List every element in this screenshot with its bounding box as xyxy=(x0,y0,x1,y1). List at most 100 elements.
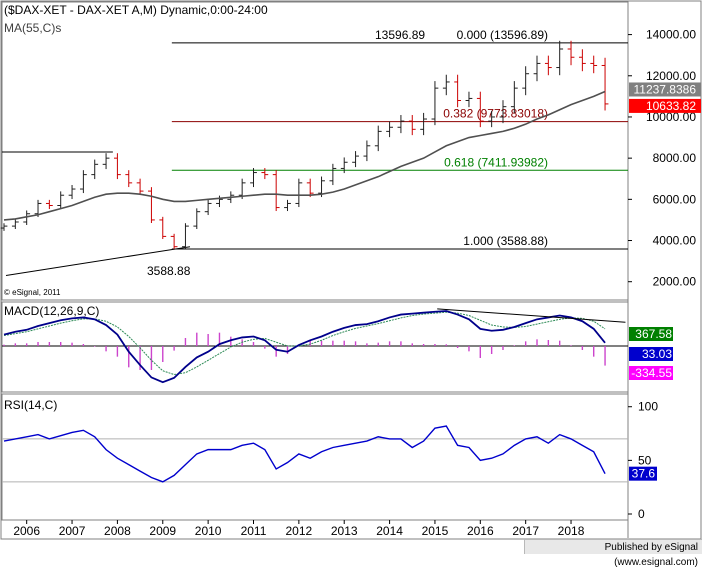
macd-high-label: 367.58 xyxy=(635,327,672,341)
price-ytick-label: 6000.00 xyxy=(653,192,697,206)
price-bar xyxy=(23,210,31,226)
publisher-footer: Published by eSignal (www.esignal.com) xyxy=(524,539,702,568)
macd-low-label-bg xyxy=(629,366,673,380)
price-bar xyxy=(272,170,280,212)
price-bar xyxy=(261,168,269,180)
chart-frame xyxy=(0,0,702,540)
x-tick-label: 2012 xyxy=(286,524,313,538)
x-tick-label: 2017 xyxy=(512,524,539,538)
price-bar xyxy=(136,178,144,196)
price-ytick-label: 8000.00 xyxy=(653,151,697,165)
price-bar xyxy=(68,185,76,200)
price-bar xyxy=(170,233,178,249)
price-bar xyxy=(442,74,450,96)
rsi-title: RSI(14,C) xyxy=(4,398,57,412)
price-bar xyxy=(578,49,586,72)
price-ytick-label: 14000.00 xyxy=(646,28,696,42)
x-tick-label: 2009 xyxy=(149,524,176,538)
price-bar xyxy=(454,74,462,108)
x-tick-label: 2015 xyxy=(422,524,449,538)
price-bar xyxy=(182,223,189,249)
rsi-panel xyxy=(1,393,629,521)
price-annotation: 13596.89 xyxy=(375,28,425,42)
price-bar xyxy=(340,157,348,174)
price-bar xyxy=(45,199,53,210)
price-bar xyxy=(125,170,133,188)
x-tick-label: 2018 xyxy=(558,524,585,538)
rsi-current-label-bg xyxy=(629,466,657,481)
price-bar xyxy=(510,81,518,114)
macd-high-label-bg xyxy=(629,327,673,341)
price-bar xyxy=(57,191,65,210)
fib-label: 0.000 (13596.89) xyxy=(457,28,548,42)
price-bar xyxy=(352,151,359,168)
price-bar xyxy=(522,66,530,96)
macd-line xyxy=(3,310,606,384)
macd-signal-line xyxy=(3,311,606,376)
x-tick-label: 2016 xyxy=(467,524,494,538)
fib-label: 0.618 (7411.93982) xyxy=(444,155,548,169)
x-tick-label: 2011 xyxy=(241,524,267,538)
price-bar xyxy=(601,57,609,111)
ma-current-label-bg xyxy=(629,82,701,97)
ma-label: MA(55,C)s xyxy=(4,21,61,35)
price-bar xyxy=(159,216,167,239)
x-tick-label: 2014 xyxy=(376,524,403,538)
price-ytick-label: 10000.00 xyxy=(646,110,696,124)
price-bar xyxy=(91,159,99,180)
x-tick-label: 2013 xyxy=(331,524,358,538)
price-ytick-label: 4000.00 xyxy=(653,234,697,248)
price-current-label: 10633.82 xyxy=(646,99,696,113)
macd-divergence-trendline xyxy=(437,308,626,323)
rsi-line xyxy=(3,425,606,483)
price-bar xyxy=(204,199,212,216)
price-bar xyxy=(79,170,87,194)
price-bar xyxy=(431,81,439,126)
price-bar xyxy=(544,55,552,76)
macd-current-label: 33.03 xyxy=(642,347,672,361)
price-bar xyxy=(250,168,257,188)
ma-line xyxy=(3,90,606,221)
price-bar xyxy=(284,199,291,212)
price-bar xyxy=(148,187,155,224)
fib-label: 0.382 (9773.83018) xyxy=(443,107,548,121)
rsi-ytick-label: 0 xyxy=(638,507,645,521)
copyright-text: © eSignal, 2011 xyxy=(4,288,61,297)
price-bar xyxy=(386,121,393,138)
rsi-current-label: 37.6 xyxy=(632,467,656,481)
support-trendline xyxy=(5,246,191,277)
price-bar xyxy=(374,125,382,152)
rsi-ytick-label: 100 xyxy=(638,400,658,414)
price-bar xyxy=(363,140,371,162)
fib-label: 1.000 (3588.88) xyxy=(463,234,548,248)
rsi-ytick-label: 50 xyxy=(638,453,652,467)
ma-current-label: 11237.8386 xyxy=(633,82,696,96)
price-bar xyxy=(193,208,201,230)
price-bar xyxy=(533,55,541,82)
price-bar xyxy=(476,91,484,128)
macd-title: MACD(12,26,9,C) xyxy=(4,304,99,318)
price-bar xyxy=(488,110,496,128)
price-panel xyxy=(1,1,629,301)
price-bar xyxy=(408,115,416,136)
price-bar xyxy=(420,112,428,136)
price-bar xyxy=(295,178,303,208)
price-bar xyxy=(306,178,314,198)
x-tick-label: 2008 xyxy=(104,524,131,538)
price-ytick-label: 12000.00 xyxy=(646,69,696,83)
price-bar xyxy=(114,153,121,180)
price-bar xyxy=(590,55,598,74)
chart-title: ($DAX-XET - DAX-XET A,M) Dynamic,0:00-24… xyxy=(4,3,268,17)
macd-current-label-bg xyxy=(629,347,673,361)
price-bar xyxy=(329,163,337,186)
price-bar xyxy=(397,115,405,134)
price-bar xyxy=(556,40,564,76)
price-bar xyxy=(0,223,8,231)
price-bar xyxy=(465,91,473,108)
price-annotation: 3588.88 xyxy=(147,264,191,278)
price-bar xyxy=(102,153,110,170)
price-current-label-bg xyxy=(629,98,701,113)
price-bar xyxy=(499,100,507,124)
price-bar xyxy=(11,218,19,230)
